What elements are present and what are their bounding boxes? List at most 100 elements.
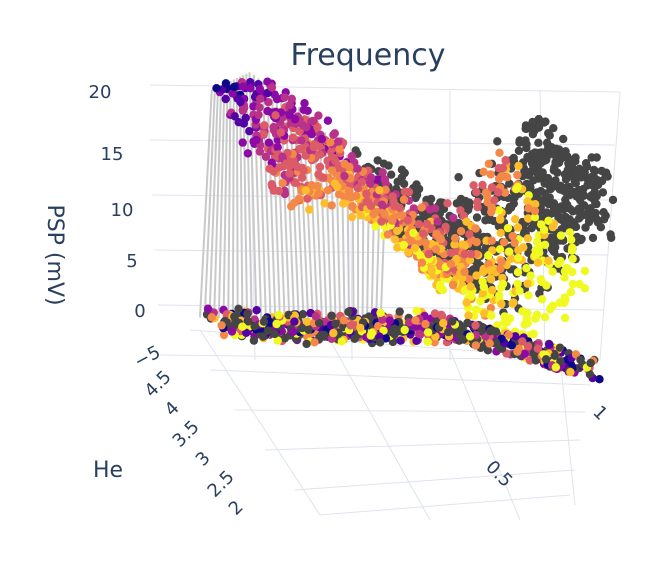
x-axis: 0.5 1 (481, 402, 611, 492)
data-point (270, 329, 279, 339)
data-point (282, 159, 291, 168)
data-point (485, 215, 494, 224)
data-point (547, 244, 556, 253)
data-point (256, 94, 265, 104)
data-point (458, 323, 467, 333)
data-point (302, 123, 311, 132)
data-point (537, 295, 547, 304)
data-point (544, 199, 553, 209)
data-point (259, 317, 269, 326)
data-point (366, 331, 375, 340)
data-point (423, 337, 433, 346)
data-point (454, 198, 464, 207)
data-point (411, 316, 420, 325)
data-point (305, 205, 314, 214)
data-point (469, 181, 478, 190)
data-point (347, 152, 357, 161)
data-point (242, 328, 251, 337)
data-point (314, 189, 323, 198)
data-point (536, 186, 545, 196)
data-point (212, 84, 221, 93)
data-point (579, 167, 588, 176)
data-point (530, 206, 540, 216)
data-point (255, 147, 265, 156)
data-point (307, 181, 316, 190)
data-point (323, 116, 333, 125)
y-tick-label: 4.5 (141, 367, 176, 402)
data-point (523, 319, 532, 328)
data-point (317, 134, 326, 144)
data-point (522, 124, 531, 133)
data-point (234, 118, 243, 127)
data-point (443, 199, 452, 208)
data-point (522, 143, 531, 153)
data-point (548, 267, 557, 276)
data-point (530, 213, 540, 222)
data-point (263, 77, 272, 86)
data-point (340, 171, 349, 181)
data-point (417, 203, 426, 212)
data-point (287, 94, 296, 104)
data-point (462, 298, 471, 307)
data-point (459, 335, 468, 344)
data-point (404, 248, 413, 257)
data-point (369, 209, 378, 219)
data-point (267, 180, 276, 189)
data-point (267, 83, 277, 92)
data-point (381, 185, 390, 194)
data-point (298, 310, 308, 319)
data-point (487, 311, 496, 320)
data-point (540, 312, 550, 322)
data-point (303, 194, 312, 203)
data-point (565, 217, 574, 226)
data-point (393, 243, 402, 252)
data-point (506, 254, 516, 263)
z-axis-title: PSP (mV) (42, 204, 67, 305)
data-point (243, 309, 252, 319)
data-point (529, 176, 538, 185)
data-point (531, 356, 541, 365)
data-point (301, 186, 310, 195)
data-point (417, 258, 427, 267)
data-point (376, 338, 385, 347)
data-point (410, 243, 420, 253)
data-point (259, 332, 268, 341)
data-point (400, 168, 409, 178)
data-point (339, 199, 348, 208)
data-point (389, 327, 398, 336)
data-point (465, 275, 474, 284)
data-point (249, 137, 258, 146)
data-point (249, 336, 259, 345)
data-point (353, 184, 363, 193)
data-point (269, 167, 278, 176)
data-point (571, 179, 580, 188)
data-point (327, 201, 336, 210)
data-point (512, 184, 521, 194)
data-point (511, 332, 520, 341)
data-point (580, 284, 589, 293)
data-point (472, 188, 481, 197)
data-point (542, 208, 551, 217)
data-point (412, 336, 421, 345)
data-point (487, 236, 496, 245)
data-point (487, 207, 496, 217)
z-tick-label: 15 (101, 144, 124, 165)
data-point (503, 173, 512, 182)
data-point (486, 275, 496, 284)
data-point (236, 97, 245, 107)
data-point (315, 150, 325, 159)
data-point (495, 148, 504, 157)
data-point (567, 246, 577, 255)
data-point (347, 202, 357, 211)
data-point (353, 164, 362, 173)
data-point (561, 295, 570, 304)
data-point (531, 314, 540, 323)
data-point (330, 179, 339, 188)
data-point (549, 166, 558, 175)
data-point (230, 312, 239, 321)
data-point (221, 94, 230, 104)
data-point (535, 248, 544, 257)
scatter-marks (199, 72, 618, 384)
data-point (409, 204, 418, 213)
data-point (261, 152, 271, 161)
